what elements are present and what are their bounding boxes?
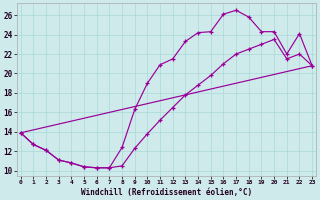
- X-axis label: Windchill (Refroidissement éolien,°C): Windchill (Refroidissement éolien,°C): [81, 188, 252, 197]
